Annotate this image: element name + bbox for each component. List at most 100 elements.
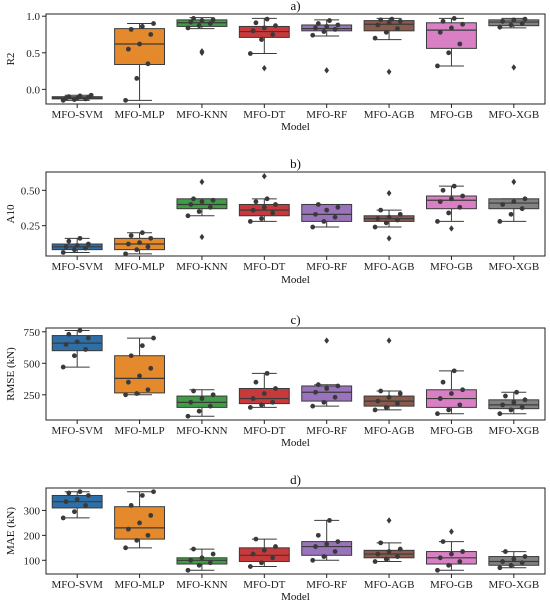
outlier-point: [199, 233, 205, 241]
x-tick-label: MFO-RF: [306, 579, 347, 591]
plot-frame: [45, 487, 546, 575]
box-group-mfo-xgb: [488, 389, 540, 417]
y-tick-label: 0.5: [26, 48, 40, 60]
chart-panel-2: b) 0.25 0.50 A10 MFO-SVM MFO-MLP MFO-KNN MFO-DT…: [5, 156, 546, 286]
data-point: [324, 24, 330, 29]
data-point: [522, 196, 528, 202]
x-tick-label: MFO-XGB: [488, 261, 539, 273]
data-point: [60, 515, 66, 521]
data-point: [335, 204, 341, 210]
data-point: [261, 204, 267, 210]
data-point: [310, 403, 316, 409]
data-point: [207, 403, 213, 409]
data-point: [66, 94, 72, 100]
data-point: [440, 539, 446, 544]
box-group-mfo-dt: [238, 173, 290, 224]
data-point: [261, 547, 267, 553]
data-point: [457, 41, 463, 47]
chart-panel-4: d) 100 200 300 MAE (kN) MFO-SVM MFO-MLP MFO-KNN…: [5, 472, 546, 603]
data-point: [519, 21, 525, 26]
y-axis-label: R2: [5, 53, 17, 66]
x-tick-label: MFO-MLP: [115, 109, 165, 121]
x-tick-label: MFO-SVM: [52, 109, 104, 121]
x-tick-label: MFO-XGB: [488, 425, 539, 437]
box-group-mfo-xgb: [488, 16, 540, 71]
data-point: [207, 21, 213, 26]
data-point: [389, 16, 395, 22]
box-group-mfo-mlp: [114, 335, 166, 398]
data-point: [125, 46, 131, 52]
data-point: [210, 392, 216, 398]
x-tick-label: MFO-XGB: [488, 109, 539, 121]
data-point: [375, 216, 381, 221]
box-group-mfo-dt: [238, 370, 290, 410]
data-point: [270, 32, 276, 37]
data-point: [449, 25, 454, 31]
data-point: [519, 560, 525, 566]
x-tick-label: MFO-AGB: [364, 425, 415, 437]
box-group-mfo-xgb: [488, 549, 540, 571]
x-tick-label: MFO-MLP: [115, 579, 165, 591]
plot-frame: [45, 171, 546, 257]
data-point: [332, 214, 338, 220]
data-point: [123, 251, 128, 257]
x-tick-label: MFO-MLP: [115, 261, 165, 273]
data-point: [259, 37, 264, 43]
x-tick-label: MFO-DT: [243, 579, 285, 591]
data-point: [395, 26, 400, 32]
data-point: [440, 18, 446, 24]
data-point: [457, 204, 463, 210]
data-point: [313, 544, 318, 549]
data-point: [247, 564, 253, 569]
box-group-mfo-gb: [425, 183, 477, 232]
data-point: [324, 207, 330, 213]
outlier-point: [199, 178, 205, 186]
data-point: [151, 335, 156, 341]
data-point: [372, 35, 378, 41]
data-point: [449, 391, 454, 396]
data-point: [66, 238, 72, 244]
data-point: [386, 549, 392, 554]
data-point: [259, 402, 264, 408]
data-point: [250, 551, 256, 557]
outlier-point: [199, 48, 205, 55]
data-point: [372, 224, 378, 230]
data-point: [250, 396, 256, 401]
data-point: [134, 537, 140, 543]
data-point: [77, 235, 83, 241]
data-point: [497, 24, 503, 30]
data-point: [85, 335, 91, 341]
box-group-mfo-dt: [238, 536, 290, 569]
x-tick-label: MFO-KNN: [176, 109, 227, 121]
chart-title: d): [290, 472, 301, 487]
box-group-mfo-agb: [363, 16, 415, 76]
outlier-point: [386, 68, 392, 76]
chart-title: b): [290, 156, 301, 171]
x-tick-label: MFO-AGB: [364, 579, 415, 591]
data-point: [123, 97, 128, 103]
data-point: [511, 199, 517, 205]
data-point: [247, 404, 253, 410]
box: [114, 28, 166, 65]
data-point: [253, 379, 259, 385]
box-group-mfo-svm: [51, 92, 103, 103]
data-point: [327, 518, 332, 523]
plot-frame: [45, 327, 546, 421]
box-group-mfo-svm: [51, 235, 103, 255]
data-point: [332, 394, 338, 400]
data-point: [511, 556, 517, 562]
data-point: [259, 560, 264, 566]
data-point: [247, 51, 253, 56]
data-point: [60, 364, 66, 370]
data-point: [437, 396, 443, 401]
data-point: [273, 202, 278, 207]
data-point: [500, 402, 506, 408]
data-point: [137, 520, 142, 526]
data-point: [397, 18, 403, 24]
data-point: [137, 373, 142, 379]
data-point: [386, 214, 392, 220]
data-point: [435, 219, 440, 224]
data-point: [321, 29, 327, 34]
box-group-mfo-agb: [363, 189, 415, 242]
